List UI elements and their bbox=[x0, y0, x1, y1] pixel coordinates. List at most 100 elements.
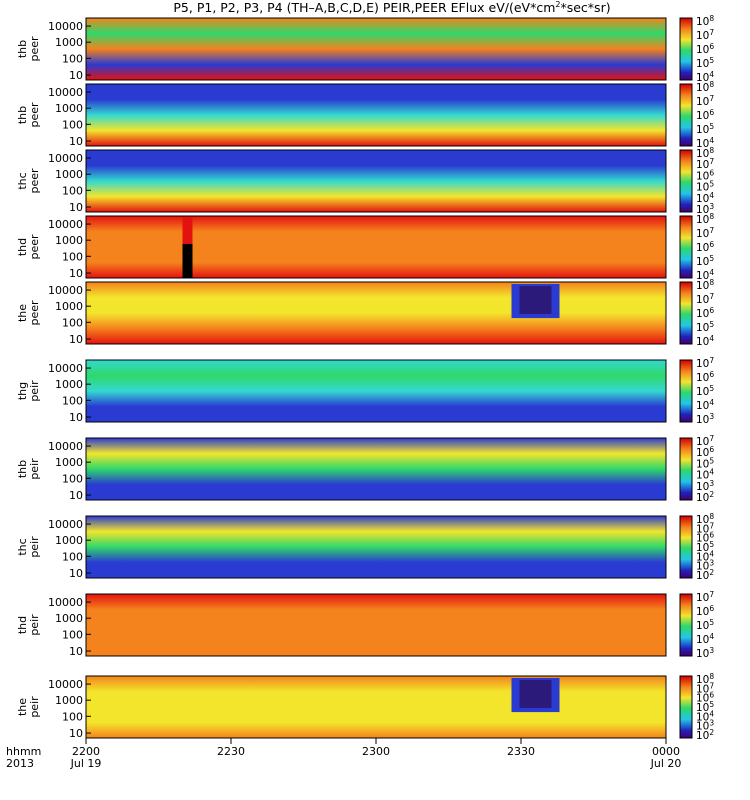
x-tick-label: 2230 bbox=[217, 745, 245, 758]
colorbar-tick-label: 108 bbox=[696, 212, 714, 226]
colorbar-scale bbox=[679, 215, 693, 279]
colorbar-scale bbox=[679, 515, 693, 579]
colorbar-tick-label: 102 bbox=[696, 490, 714, 504]
y-tick-label: 10000 bbox=[48, 284, 83, 297]
y-tick-label: 1000 bbox=[55, 102, 83, 115]
y-tick-label: 1000 bbox=[55, 378, 83, 391]
y-tick-label: 100 bbox=[62, 472, 83, 485]
colorbar-tick-label: 104 bbox=[696, 632, 714, 646]
colorbar-tick-label: 104 bbox=[696, 468, 714, 482]
panel-ylabel: thepeer bbox=[16, 300, 41, 326]
colorbar-scale bbox=[679, 675, 693, 739]
colorbar-tick-label: 106 bbox=[696, 306, 714, 320]
y-tick-label: 100 bbox=[62, 316, 83, 329]
colorbar-tick-label: 107 bbox=[696, 356, 714, 370]
spectrogram-image bbox=[86, 84, 666, 146]
colorbar-tick-label: 105 bbox=[696, 700, 714, 714]
y-tick-label: 10000 bbox=[48, 20, 83, 33]
panel-frame bbox=[85, 437, 667, 501]
spectrogram-image bbox=[86, 360, 666, 422]
panel-frame bbox=[85, 17, 667, 81]
panel-ylabel: thcpeir bbox=[16, 536, 41, 558]
colorbar-tick-label: 105 bbox=[696, 384, 714, 398]
y-tick-label: 10000 bbox=[48, 678, 83, 691]
panel-frame bbox=[85, 281, 667, 345]
data-gap-mark bbox=[182, 216, 193, 244]
colorbar-scale bbox=[679, 17, 693, 81]
y-tick-label: 100 bbox=[62, 710, 83, 723]
colorbar-tick-label: 103 bbox=[696, 559, 714, 573]
colorbar-tick-label: 107 bbox=[696, 521, 714, 535]
y-tick-label: 10000 bbox=[48, 596, 83, 609]
y-tick-label: 10000 bbox=[48, 440, 83, 453]
y-tick-label: 1000 bbox=[55, 456, 83, 469]
colorbar-tick-label: 105 bbox=[696, 254, 714, 268]
colorbar-tick-label: 106 bbox=[696, 370, 714, 384]
panel-frame bbox=[85, 593, 667, 657]
y-tick-label: 100 bbox=[62, 184, 83, 197]
colorbar-tick-label: 105 bbox=[696, 456, 714, 470]
colorbar-tick-label: 108 bbox=[696, 278, 714, 292]
colorbar-scale bbox=[679, 437, 693, 501]
x-axis-row1-label: hhmm bbox=[6, 745, 41, 758]
y-tick-label: 10 bbox=[69, 567, 83, 580]
y-tick-label: 100 bbox=[62, 550, 83, 563]
colorbar-tick-label: 103 bbox=[696, 719, 714, 733]
colorbar-tick-label: 105 bbox=[696, 540, 714, 554]
panel-ylabel: thdpeir bbox=[16, 614, 41, 636]
colorbar-tick-label: 105 bbox=[696, 122, 714, 136]
colorbar-tick-label: 107 bbox=[696, 226, 714, 240]
colorbar-tick-label: 108 bbox=[696, 512, 714, 526]
colorbar-tick-label: 107 bbox=[696, 292, 714, 306]
colorbar-tick-label: 103 bbox=[696, 646, 714, 660]
colorbar-tick-label: 107 bbox=[696, 590, 714, 604]
y-tick-label: 10000 bbox=[48, 152, 83, 165]
y-tick-label: 10000 bbox=[48, 86, 83, 99]
spectrogram-image bbox=[86, 594, 666, 656]
colorbar-tick-label: 104 bbox=[696, 398, 714, 412]
x-tick-label: 2330 bbox=[507, 745, 535, 758]
colorbar-tick-label: 108 bbox=[696, 672, 714, 686]
low-flux-core bbox=[519, 680, 552, 708]
colorbar-tick-label: 107 bbox=[696, 157, 714, 171]
y-tick-label: 10000 bbox=[48, 218, 83, 231]
x-tick-sublabel: Jul 19 bbox=[70, 757, 102, 770]
colorbar-tick-label: 103 bbox=[696, 202, 714, 216]
colorbar-tick-label: 108 bbox=[696, 80, 714, 94]
panel-ylabel: thepeir bbox=[16, 696, 41, 718]
y-tick-label: 10 bbox=[69, 201, 83, 214]
panel-frame bbox=[85, 83, 667, 147]
panel-ylabel: thbpeer bbox=[16, 36, 41, 62]
colorbar-tick-label: 104 bbox=[696, 334, 714, 348]
colorbar-scale bbox=[679, 359, 693, 423]
colorbar-tick-label: 108 bbox=[696, 14, 714, 28]
y-tick-label: 100 bbox=[62, 250, 83, 263]
colorbar-tick-label: 104 bbox=[696, 549, 714, 563]
colorbar-tick-label: 106 bbox=[696, 168, 714, 182]
y-tick-label: 1000 bbox=[55, 168, 83, 181]
spectrogram-image bbox=[86, 516, 666, 578]
panel-ylabel: thgpeir bbox=[16, 380, 41, 402]
y-tick-label: 10 bbox=[69, 333, 83, 346]
colorbar-tick-label: 106 bbox=[696, 531, 714, 545]
y-tick-label: 100 bbox=[62, 394, 83, 407]
colorbar-tick-label: 106 bbox=[696, 240, 714, 254]
colorbar-tick-label: 106 bbox=[696, 445, 714, 459]
chart-title: P5, P1, P2, P3, P4 (TH–A,B,C,D,E) PEIR,P… bbox=[173, 0, 610, 15]
data-gap-mark bbox=[182, 243, 193, 278]
y-tick-label: 1000 bbox=[55, 534, 83, 547]
colorbar-tick-label: 107 bbox=[696, 681, 714, 695]
panel-frame bbox=[85, 215, 667, 279]
y-tick-label: 10 bbox=[69, 411, 83, 424]
colorbar-scale bbox=[679, 281, 693, 345]
colorbar-tick-label: 107 bbox=[696, 28, 714, 42]
